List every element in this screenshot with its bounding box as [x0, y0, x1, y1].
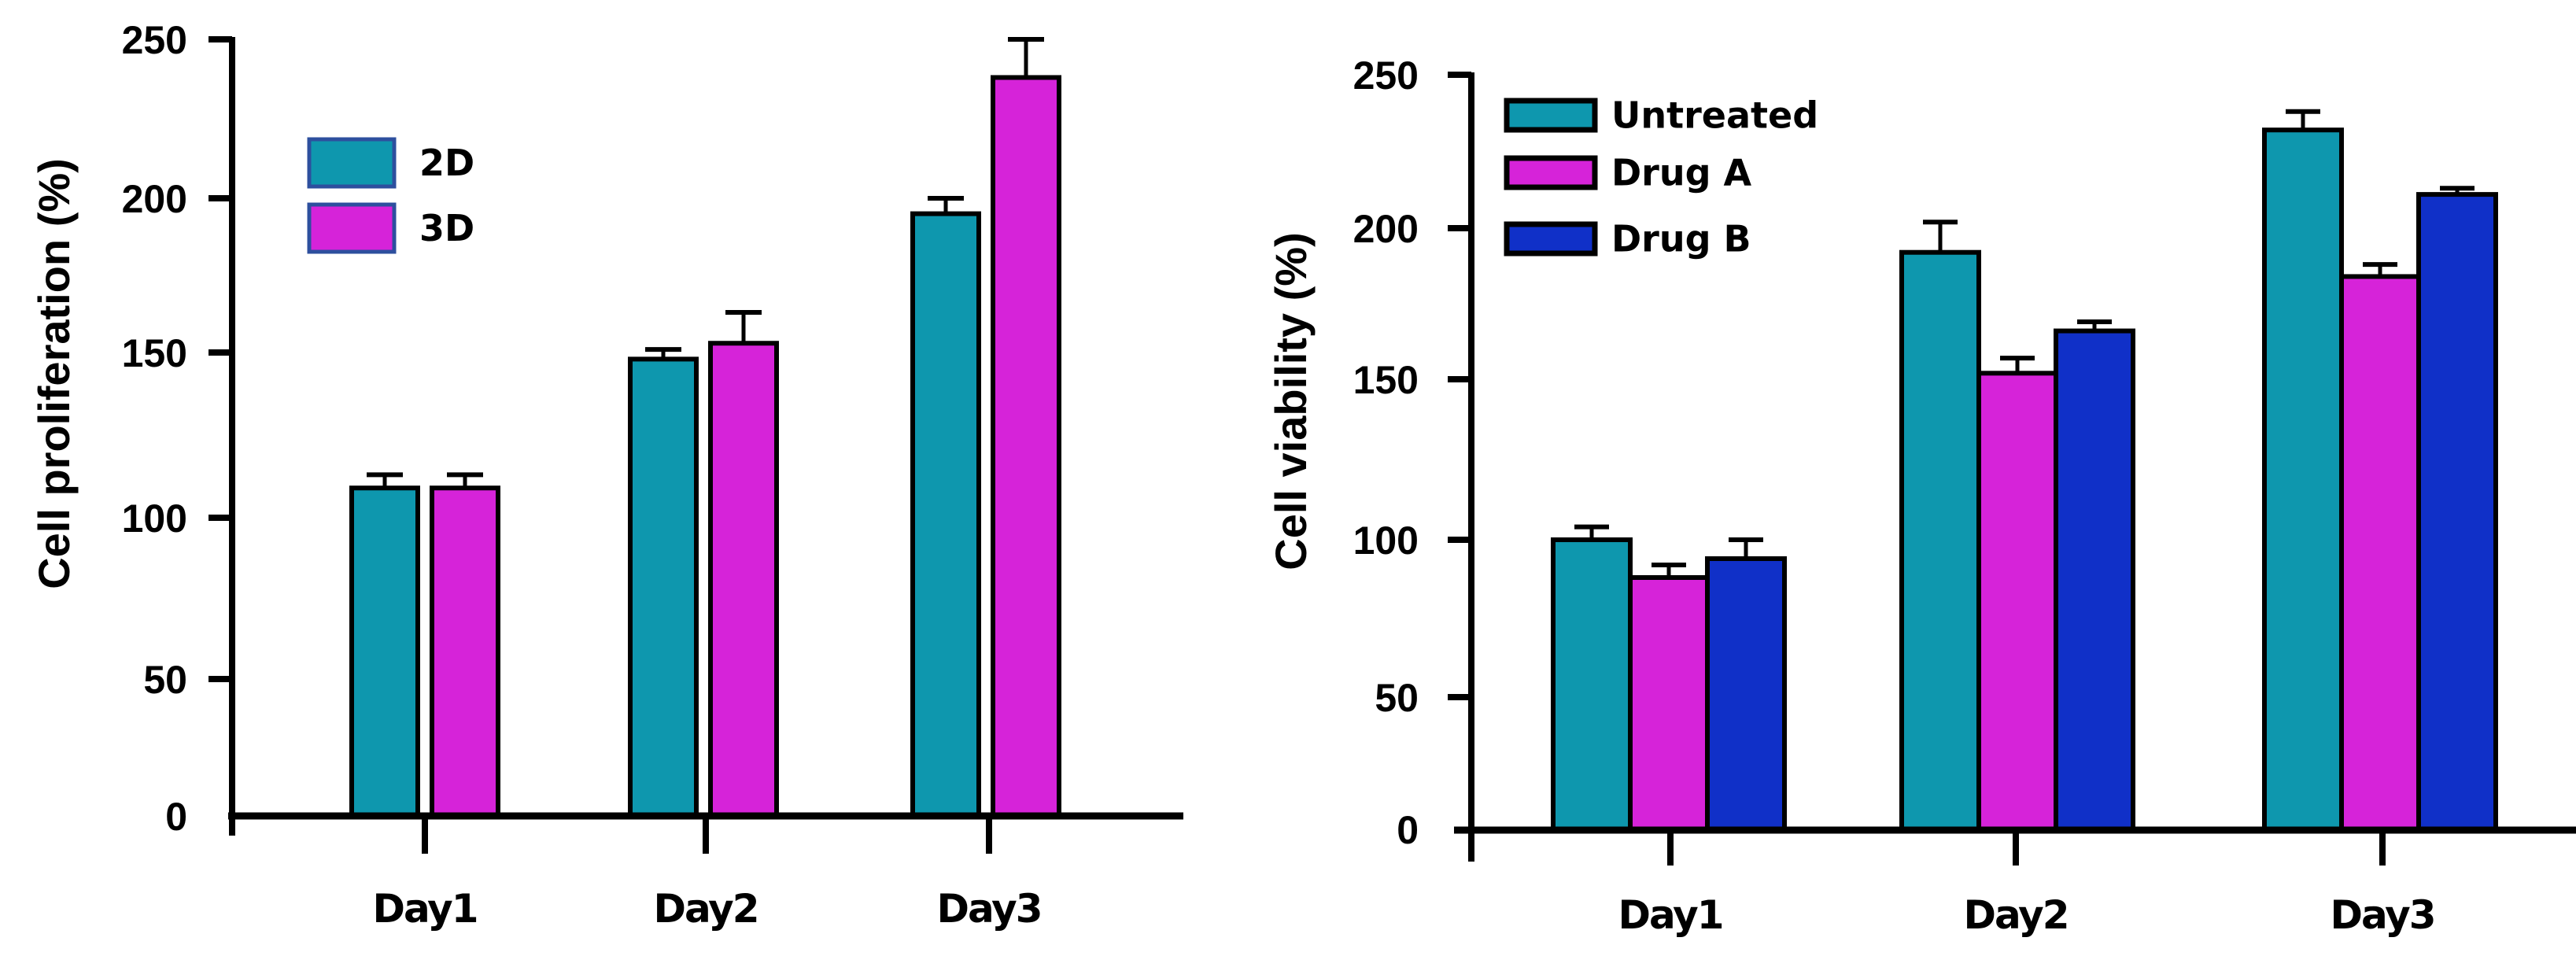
x-tick-label: Day2	[653, 886, 758, 932]
legend-swatch	[1504, 98, 1598, 133]
bar	[708, 341, 779, 818]
x-tick-label: Day1	[372, 886, 477, 932]
bar	[910, 211, 981, 819]
y-tick-label: 0	[165, 795, 187, 839]
bar	[1705, 556, 1787, 832]
bar	[349, 485, 420, 818]
legend-label: Drug A	[1611, 152, 1752, 194]
x-tick-label: Day2	[1963, 892, 2068, 938]
y-tick-label: 50	[1375, 676, 1419, 720]
legend-label: 2D	[419, 142, 474, 184]
x-tick-label: Day3	[936, 886, 1041, 932]
y-tick-label: 100	[1353, 519, 1419, 563]
y-axis-title: Cell viability (%)	[1266, 232, 1316, 570]
x-tick-label: Day1	[1618, 892, 1722, 938]
y-tick-label: 200	[1353, 207, 1419, 251]
bar	[2262, 127, 2344, 832]
x-tick-label: Day3	[2330, 892, 2434, 938]
bar	[1976, 371, 2058, 832]
y-tick-label: 250	[122, 18, 187, 62]
bar	[2054, 328, 2135, 832]
legend-label: Drug B	[1611, 218, 1751, 260]
bar	[1628, 575, 1710, 832]
legend: Untreated Drug A Drug B	[1504, 94, 1818, 260]
y-tick-label: 50	[143, 658, 187, 702]
y-tick-labels: 0 50 100 150 200 250	[122, 18, 187, 839]
legend-label: Untreated	[1611, 94, 1818, 137]
x-tick-labels: Day1 Day2 Day3	[1618, 892, 2436, 938]
bar	[991, 75, 1061, 819]
axes	[209, 36, 1183, 854]
legend-swatch	[307, 202, 397, 254]
y-tick-label: 100	[122, 496, 187, 541]
y-tick-label: 200	[122, 177, 187, 221]
bar	[1899, 249, 1981, 833]
legend-label: 3D	[419, 207, 474, 249]
bars	[1551, 109, 2498, 833]
y-tick-label: 150	[1353, 358, 1419, 402]
legend-swatch	[307, 137, 397, 189]
axes	[1448, 72, 2576, 866]
y-tick-label: 250	[1353, 54, 1419, 98]
y-tick-label: 150	[122, 331, 187, 375]
bar	[2416, 192, 2498, 833]
legend-swatch	[1504, 221, 1598, 257]
bar	[2339, 274, 2421, 832]
y-axis-title: Cell proliferation (%)	[29, 158, 79, 589]
bar	[430, 485, 500, 818]
bar	[1551, 537, 1633, 832]
x-tick-labels: Day1 Day2 Day3	[372, 886, 1043, 932]
bar	[628, 356, 699, 818]
viability-chart: Cell viability (%) 0 50 100 150 200 250 …	[1266, 54, 2576, 938]
legend-swatch	[1504, 155, 1598, 190]
proliferation-chart: Cell proliferation (%) 0 50 100 150 200 …	[29, 18, 1183, 932]
legend: 2D 3D	[307, 137, 474, 254]
y-tick-labels: 0 50 100 150 200 250	[1353, 54, 1419, 852]
y-tick-label: 0	[1397, 808, 1419, 852]
